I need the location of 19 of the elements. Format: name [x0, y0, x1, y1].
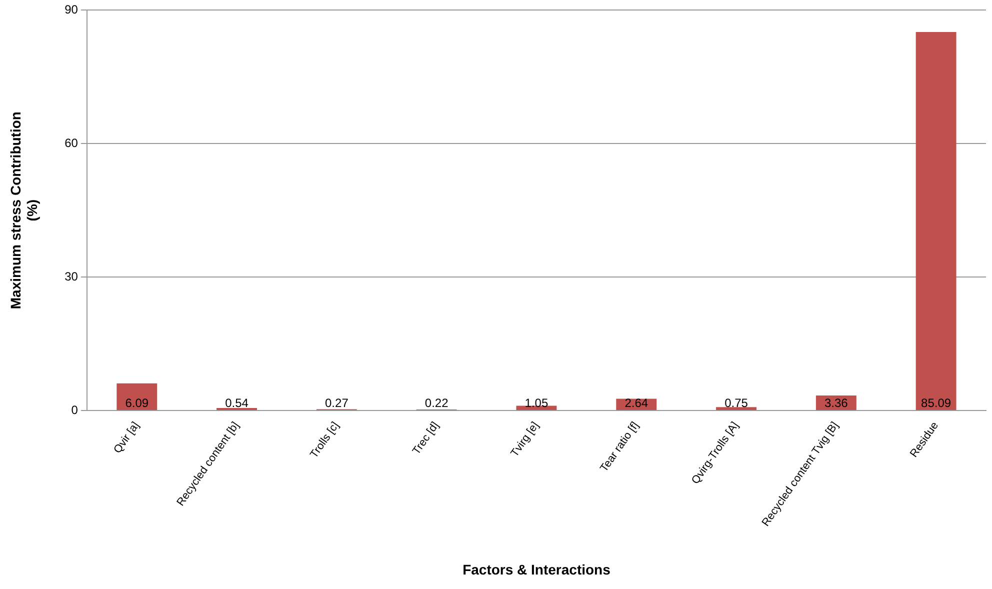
data-label: 0.27	[325, 396, 349, 410]
y-axis-title: Maximum stress Contribution (%)	[7, 112, 40, 310]
data-label: 6.09	[125, 396, 149, 410]
bar	[916, 32, 956, 410]
bar	[116, 383, 158, 410]
data-label: 0.75	[724, 396, 748, 410]
x-tick-label: Trec [d]	[410, 420, 442, 457]
data-label: 85.09	[921, 396, 952, 410]
data-label: 0.22	[424, 396, 449, 410]
x-tick-label: Qvir [a]	[112, 420, 142, 456]
bar	[716, 407, 756, 410]
x-axis-title: Factors & Interactions	[462, 561, 611, 578]
y-tick-label: 60	[64, 136, 78, 150]
data-label: 3.36	[824, 396, 848, 410]
data-label: 0.54	[225, 396, 249, 410]
y-tick-label: 30	[64, 269, 78, 284]
data-label: 2.64	[624, 396, 648, 410]
y-tick-label: 0	[71, 402, 78, 417]
y-tick-label: 90	[64, 2, 78, 17]
